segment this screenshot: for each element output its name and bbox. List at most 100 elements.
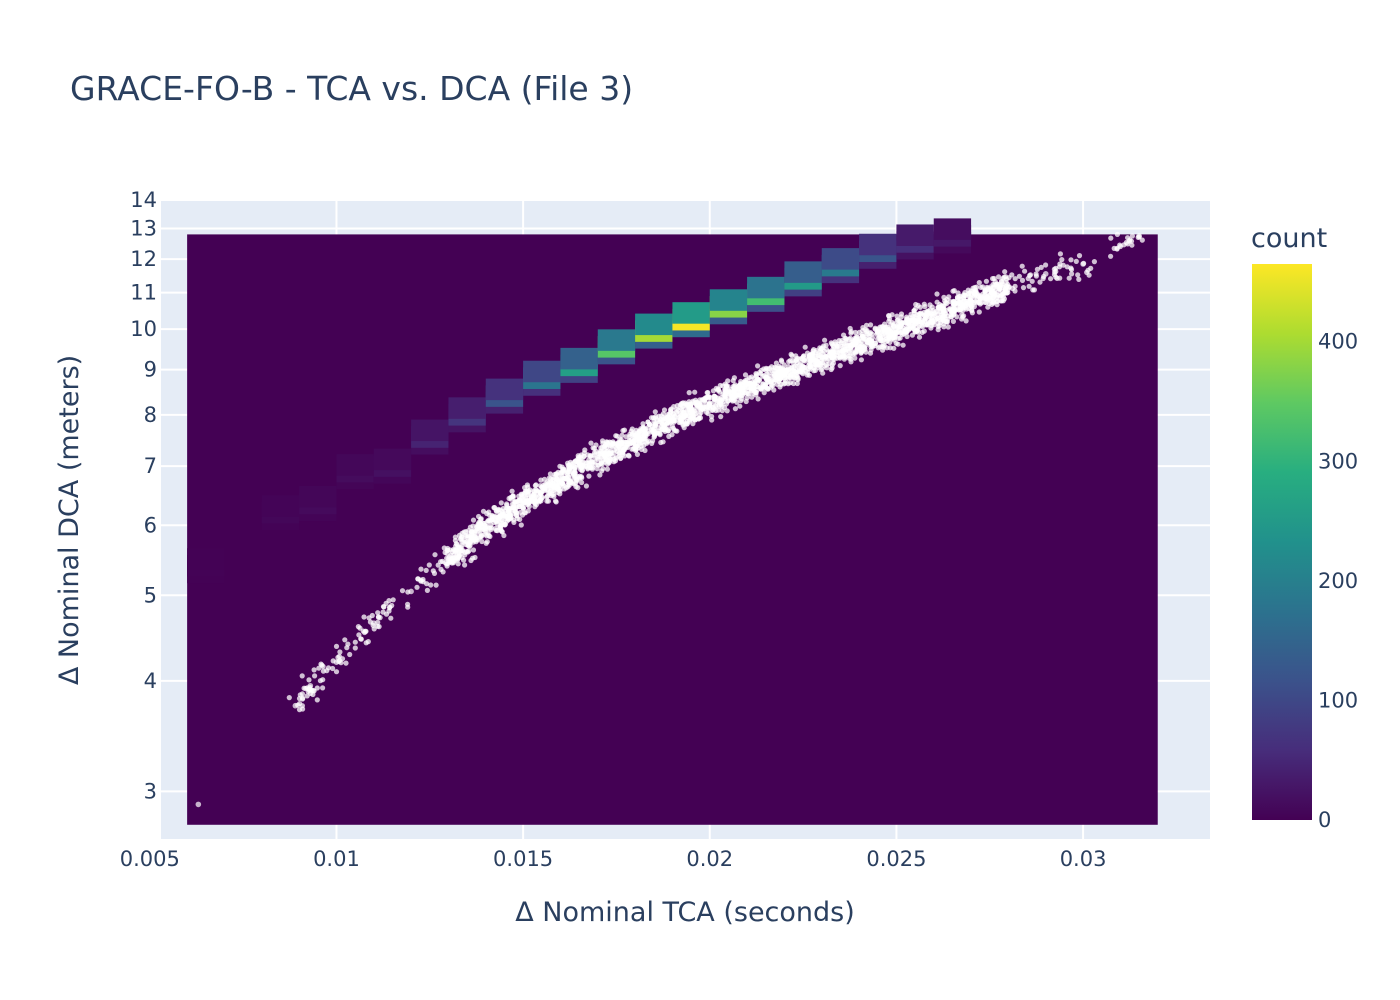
scatter-point	[937, 317, 943, 323]
scatter-point	[1129, 242, 1135, 248]
scatter-point	[423, 567, 429, 574]
x-tick-label: 0.015	[493, 847, 553, 871]
y-tick-label: 10	[130, 317, 157, 341]
scatter-point	[999, 298, 1005, 304]
scatter-point	[1085, 267, 1091, 273]
scatter-point	[585, 465, 591, 471]
y-tick-label: 4	[144, 669, 157, 693]
scatter-point	[557, 463, 563, 469]
scatter-point	[296, 707, 303, 713]
scatter-point	[737, 383, 743, 389]
scatter-point	[405, 601, 411, 607]
scatter-point	[531, 497, 538, 503]
scatter-point	[910, 325, 916, 331]
scatter-point	[628, 428, 634, 434]
scatter-point	[570, 471, 577, 477]
scatter-point	[890, 324, 897, 330]
scatter-point	[749, 394, 755, 400]
scatter-point	[864, 327, 870, 334]
scatter-point	[1128, 238, 1135, 244]
scatter-point	[841, 341, 847, 347]
scatter-point	[994, 302, 1000, 308]
scatter-point	[718, 400, 724, 407]
scatter-point	[447, 547, 453, 553]
scatter-point	[886, 313, 892, 319]
scatter-point	[579, 479, 585, 486]
scatter-point	[1068, 257, 1074, 263]
scatter-point	[1038, 264, 1044, 270]
scatter-point	[1029, 278, 1035, 284]
scatter-point	[312, 673, 318, 679]
scatter-point	[616, 451, 622, 457]
heatmap-cell	[709, 289, 748, 311]
y-axis-label: Δ Nominal DCA (meters)	[54, 355, 85, 685]
scatter-point	[660, 417, 666, 423]
scatter-point	[917, 304, 923, 310]
scatter-point	[1057, 251, 1063, 257]
scatter-point	[544, 493, 551, 499]
scatter-point	[865, 339, 871, 346]
scatter-point	[386, 608, 392, 614]
heatmap-cell	[896, 224, 934, 246]
scatter-point	[480, 508, 487, 514]
scatter-point	[573, 484, 579, 490]
scatter-point	[459, 534, 465, 541]
scatter-point	[478, 516, 484, 522]
scatter-point	[957, 299, 963, 306]
chart-title: GRACE-FO-B - TCA vs. DCA (File 3)	[70, 69, 633, 108]
heatmap-cell	[560, 347, 598, 370]
scatter-point	[848, 356, 854, 362]
y-tick-label: 11	[130, 281, 157, 305]
scatter-point	[757, 369, 763, 376]
scatter-point	[788, 351, 794, 357]
scatter-point	[903, 320, 909, 326]
scatter-point	[1041, 273, 1047, 280]
scatter-point	[802, 344, 808, 350]
scatter-point	[787, 380, 794, 386]
scatter-point	[976, 280, 982, 286]
scatter-point	[674, 409, 680, 415]
x-tick-label: 0.005	[120, 847, 180, 871]
scatter-point	[658, 439, 664, 446]
scatter-point	[1081, 260, 1087, 266]
scatter-point	[453, 541, 459, 547]
scatter-point	[432, 552, 438, 558]
scatter-point	[449, 559, 456, 565]
scatter-point	[517, 516, 523, 523]
scatter-point	[682, 412, 689, 418]
y-tick-label: 12	[130, 247, 157, 271]
scatter-point	[555, 489, 561, 496]
scatter-point	[926, 310, 932, 316]
scatter-point	[333, 643, 340, 650]
scatter-point	[1020, 285, 1027, 291]
scatter-point	[1111, 245, 1117, 251]
scatter-point	[1075, 272, 1081, 278]
scatter-point	[573, 476, 579, 482]
scatter-point	[579, 475, 585, 481]
scatter-point	[960, 307, 966, 313]
scatter-point	[828, 366, 834, 373]
scatter-point	[452, 534, 458, 540]
scatter-point	[357, 625, 363, 631]
scatter-point	[468, 557, 474, 564]
scatter-point	[957, 304, 963, 310]
scatter-point	[902, 327, 908, 333]
scatter-point	[858, 357, 865, 363]
scatter-point	[336, 653, 342, 659]
scatter-point	[597, 454, 603, 460]
scatter-point	[518, 509, 524, 515]
heatmap-cell	[336, 454, 374, 476]
scatter-point	[492, 525, 499, 532]
scatter-point	[320, 668, 326, 674]
scatter-point	[1009, 272, 1015, 278]
scatter-point	[769, 373, 775, 379]
scatter-point	[813, 362, 820, 368]
scatter-point	[483, 529, 489, 535]
scatter-point	[945, 324, 951, 330]
scatter-point	[895, 341, 901, 347]
scatter-point	[928, 325, 934, 331]
scatter-point	[765, 377, 771, 383]
scatter-point	[433, 582, 439, 588]
scatter-point	[620, 428, 626, 434]
scatter-point	[389, 602, 395, 609]
